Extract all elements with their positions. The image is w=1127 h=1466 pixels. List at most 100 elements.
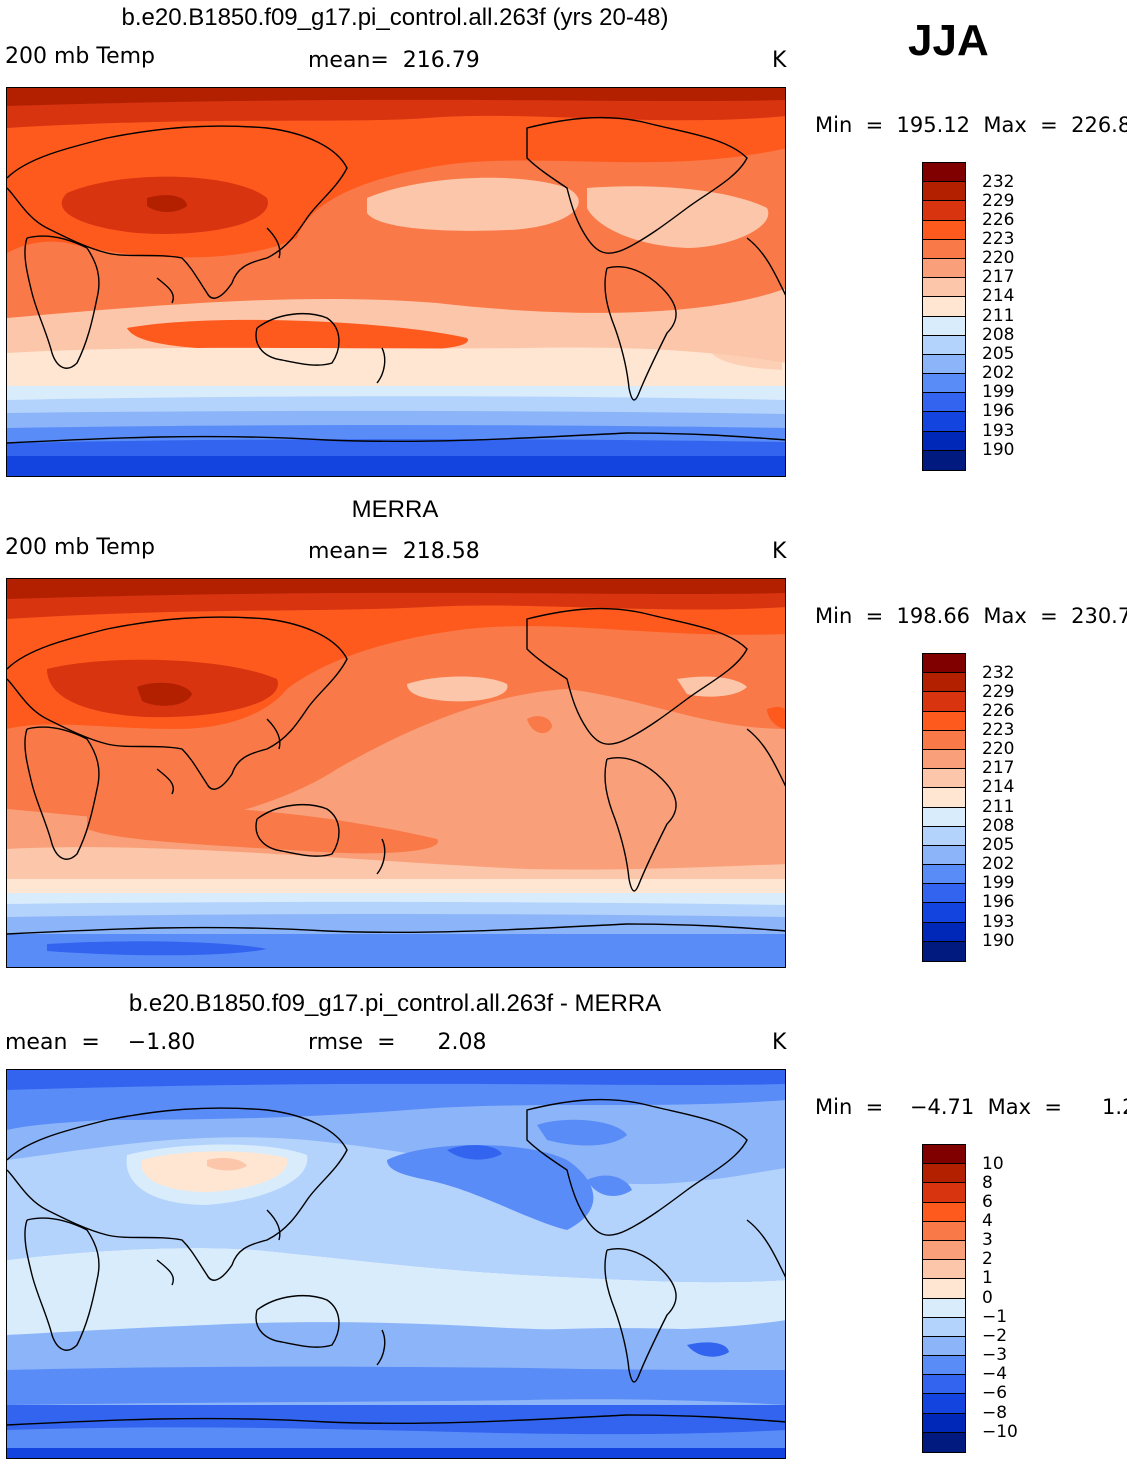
panel-2-tick: 223: [982, 720, 1015, 740]
colorbar-swatch: [923, 1164, 965, 1184]
colorbar-swatch: [923, 450, 965, 470]
panel-2-tick: 229: [982, 682, 1015, 702]
panel-1-tick: 190: [982, 440, 1015, 460]
panel-3-mean-label: mean = −1.80: [5, 1030, 196, 1055]
colorbar-swatch: [923, 826, 965, 846]
colorbar-swatch: [923, 1202, 965, 1222]
season-label: JJA: [908, 16, 989, 65]
panel-2-title: MERRA: [351, 496, 439, 523]
colorbar-swatch: [923, 769, 965, 789]
colorbar-swatch: [923, 903, 965, 923]
colorbar-swatch: [923, 1317, 965, 1337]
panel-3-tick: 0: [982, 1288, 993, 1308]
colorbar-swatch: [923, 316, 965, 336]
panel-1-tick: 217: [982, 267, 1015, 287]
panel-3-title: b.e20.B1850.f09_g17.pi_control.all.263f …: [128, 990, 662, 1017]
colorbar-swatch: [923, 730, 965, 750]
panel-3-tick: 4: [982, 1211, 993, 1231]
panel-2-tick: 214: [982, 777, 1015, 797]
colorbar-swatch: [923, 278, 965, 298]
colorbar-swatch: [923, 922, 965, 942]
colorbar-swatch: [923, 749, 965, 770]
colorbar-swatch: [923, 297, 965, 317]
panel-1-tick: 199: [982, 382, 1015, 402]
panel-1-tick: 226: [982, 210, 1015, 230]
panel-1-tick: 196: [982, 401, 1015, 421]
colorbar-swatch: [923, 412, 965, 432]
colorbar-swatch: [923, 1221, 965, 1241]
colorbar-swatch: [923, 1375, 965, 1395]
colorbar-swatch: [923, 239, 965, 259]
panel-2-tick: 220: [982, 739, 1015, 759]
colorbar-swatch: [923, 941, 965, 961]
colorbar-swatch: [923, 374, 965, 394]
panel-3-tick: −1: [982, 1307, 1008, 1327]
colorbar-swatch: [923, 431, 965, 451]
panel-3-map: [6, 1069, 786, 1459]
panel-3-tick: −8: [982, 1403, 1008, 1423]
colorbar-swatch: [923, 807, 965, 827]
panel-2-tick: 226: [982, 701, 1015, 721]
colorbar-swatch: [923, 845, 965, 866]
panel-1-mean-label: mean= 216.79: [308, 48, 480, 73]
colorbar-swatch: [923, 788, 965, 808]
colorbar-swatch: [923, 354, 965, 375]
panel-2-tick: 232: [982, 663, 1015, 683]
colorbar-swatch: [923, 1413, 965, 1433]
panel-2-minmax: Min = 198.66 Max = 230.71: [815, 604, 1127, 628]
colorbar-swatch: [923, 1240, 965, 1261]
panel-2-tick: 205: [982, 835, 1015, 855]
panel-2-units-label: K: [772, 539, 787, 564]
colorbar-swatch: [923, 692, 965, 712]
colorbar-swatch: [923, 654, 965, 674]
panel-1-minmax: Min = 195.12 Max = 226.85: [815, 113, 1127, 137]
panel-1-tick: 232: [982, 172, 1015, 192]
panel-2-colorbar-swatches: [922, 653, 966, 962]
panel-1-variable-label: 200 mb Temp: [5, 44, 156, 69]
panel-2-tick: 193: [982, 912, 1015, 932]
panel-3-tick: 2: [982, 1249, 993, 1269]
panel-2-mean-label: mean= 218.58: [308, 539, 480, 564]
colorbar-swatch: [923, 1298, 965, 1318]
panel-3-tick: −4: [982, 1364, 1008, 1384]
colorbar-swatch: [923, 884, 965, 904]
colorbar-swatch: [923, 201, 965, 221]
colorbar-swatch: [923, 1145, 965, 1165]
panel-1-tick: 208: [982, 325, 1015, 345]
panel-3-tick: 8: [982, 1173, 993, 1193]
panel-3-tick: −10: [982, 1422, 1018, 1442]
panel-1-tick: 220: [982, 248, 1015, 268]
panel-1-colorbar-swatches: [922, 162, 966, 471]
panel-3-tick: 3: [982, 1230, 993, 1250]
panel-2-tick: 196: [982, 892, 1015, 912]
panel-1-tick: 202: [982, 363, 1015, 383]
colorbar-swatch: [923, 258, 965, 279]
panel-1-tick: 229: [982, 191, 1015, 211]
colorbar-swatch: [923, 1432, 965, 1452]
panel-3-rmse-label: rmse = 2.08: [308, 1030, 487, 1055]
panel-3-minmax: Min = −4.71 Max = 1.26: [815, 1095, 1127, 1119]
colorbar-swatch: [923, 220, 965, 240]
panel-1-title: b.e20.B1850.f09_g17.pi_control.all.263f …: [121, 4, 669, 31]
colorbar-swatch: [923, 393, 965, 413]
panel-2-tick: 202: [982, 854, 1015, 874]
colorbar-swatch: [923, 865, 965, 885]
panel-1-tick: 211: [982, 306, 1015, 326]
panel-3-colorbar-swatches: [922, 1144, 966, 1453]
colorbar-swatch: [923, 1394, 965, 1414]
panel-1-tick: 205: [982, 344, 1015, 364]
panel-3-tick: 10: [982, 1154, 1004, 1174]
panel-2-tick: 190: [982, 931, 1015, 951]
colorbar-swatch: [923, 1183, 965, 1203]
panel-2-tick: 208: [982, 816, 1015, 836]
panel-2-tick: 211: [982, 797, 1015, 817]
panel-2-variable-label: 200 mb Temp: [5, 535, 156, 560]
colorbar-swatch: [923, 1260, 965, 1280]
colorbar-swatch: [923, 711, 965, 731]
panel-3-tick: 6: [982, 1192, 993, 1212]
colorbar-swatch: [923, 182, 965, 202]
colorbar-swatch: [923, 1356, 965, 1376]
colorbar-swatch: [923, 335, 965, 355]
colorbar-swatch: [923, 1336, 965, 1357]
colorbar-swatch: [923, 1279, 965, 1299]
